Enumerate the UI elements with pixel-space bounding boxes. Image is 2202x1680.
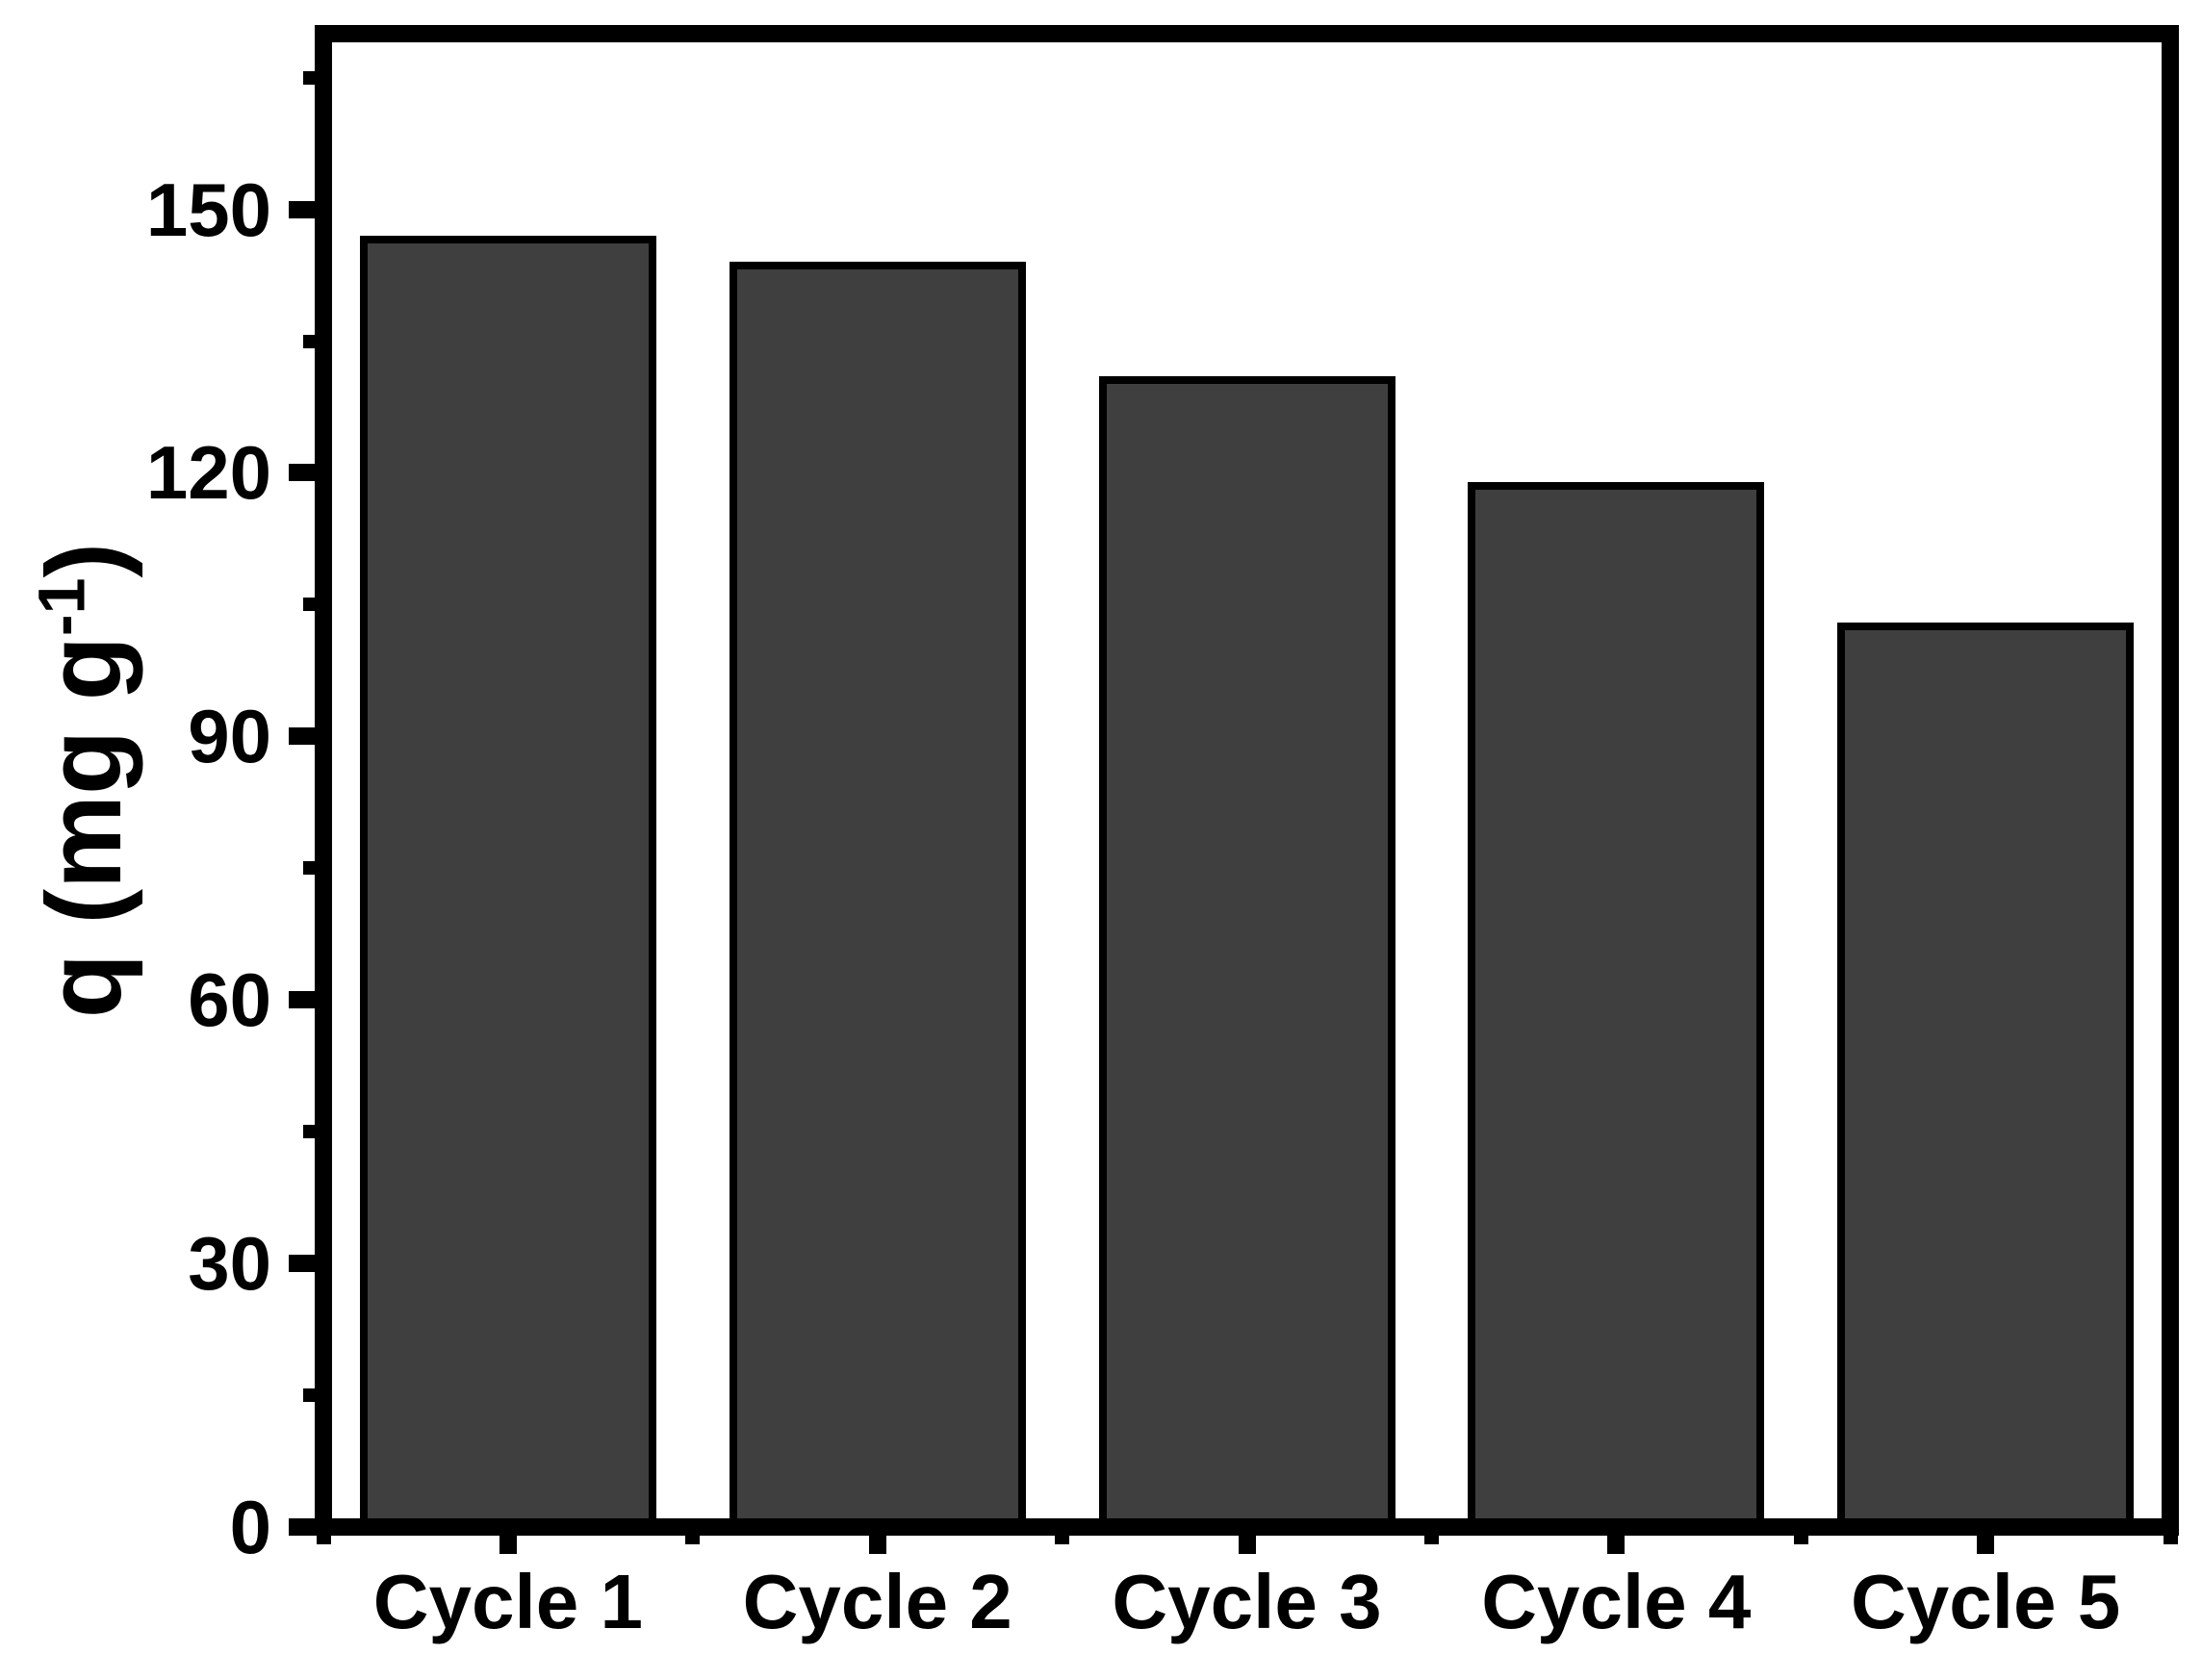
y-tick-label: 120 bbox=[145, 430, 271, 516]
bar-cycle-4 bbox=[1468, 481, 1765, 1535]
x-tick-label: Cycle 2 bbox=[742, 1559, 1012, 1644]
y-tick-label: 30 bbox=[188, 1221, 271, 1307]
y-axis-title-superscript: -1 bbox=[25, 577, 99, 637]
y-major-tick bbox=[289, 991, 317, 1009]
x-minor-tick bbox=[316, 1536, 331, 1544]
x-major-tick bbox=[1607, 1536, 1626, 1554]
y-major-tick bbox=[289, 727, 317, 746]
x-tick-label: Cycle 1 bbox=[372, 1559, 643, 1644]
y-minor-tick bbox=[303, 334, 317, 348]
bar-cycle-1 bbox=[359, 235, 656, 1535]
x-major-tick bbox=[499, 1536, 517, 1554]
bar-cycle-5 bbox=[1837, 622, 2135, 1535]
y-minor-tick bbox=[303, 598, 317, 612]
y-tick-label: 150 bbox=[145, 166, 271, 252]
x-tick-label: Cycle 4 bbox=[1481, 1559, 1752, 1644]
y-axis-title-text: q (mg g bbox=[25, 636, 143, 1019]
y-tick-label: 60 bbox=[188, 957, 271, 1043]
x-minor-tick bbox=[2163, 1536, 2178, 1544]
x-minor-tick bbox=[1055, 1536, 1070, 1544]
y-axis-title: q (mg g-1) bbox=[0, 34, 169, 1527]
y-major-tick bbox=[289, 1255, 317, 1273]
y-major-tick bbox=[289, 464, 317, 482]
x-minor-tick bbox=[1793, 1536, 1808, 1544]
y-axis-title-close-paren: ) bbox=[25, 542, 143, 578]
y-major-tick bbox=[289, 200, 317, 218]
bar-cycle-3 bbox=[1098, 376, 1395, 1535]
y-minor-tick bbox=[303, 70, 317, 85]
x-tick-label: Cycle 5 bbox=[1850, 1559, 2121, 1644]
y-tick-label: 0 bbox=[229, 1485, 271, 1569]
y-minor-tick bbox=[303, 861, 317, 876]
y-major-tick bbox=[289, 1518, 317, 1536]
x-minor-tick bbox=[685, 1536, 701, 1544]
x-major-tick bbox=[1977, 1536, 1995, 1554]
y-minor-tick bbox=[303, 1125, 317, 1139]
bar-cycle-2 bbox=[729, 262, 1026, 1535]
x-minor-tick bbox=[1423, 1536, 1439, 1544]
x-major-tick bbox=[1238, 1536, 1256, 1554]
x-tick-label: Cycle 3 bbox=[1112, 1559, 1382, 1644]
y-tick-label: 90 bbox=[188, 694, 271, 779]
x-major-tick bbox=[868, 1536, 886, 1554]
y-minor-tick bbox=[303, 1388, 317, 1403]
